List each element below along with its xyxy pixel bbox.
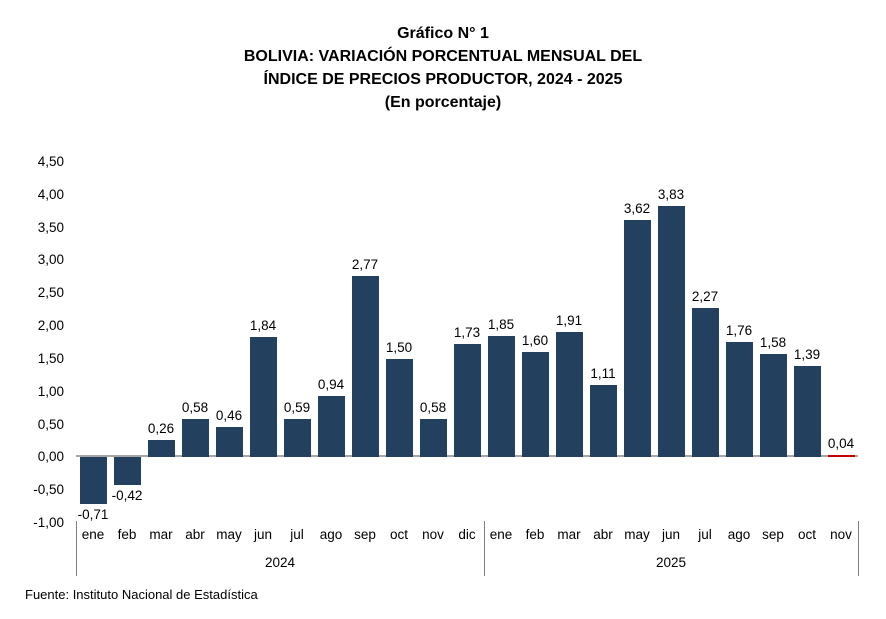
- month-axis-label: feb: [117, 527, 137, 542]
- month-axis-label: dic: [458, 527, 476, 542]
- month-axis-label: jun: [253, 527, 272, 542]
- bar-value-label: -0,71: [77, 506, 109, 522]
- bar: [657, 205, 685, 458]
- bar: [351, 275, 379, 458]
- bar: [385, 358, 413, 458]
- month-axis-label: abr: [593, 527, 613, 542]
- bar: [249, 336, 277, 458]
- y-axis-tick-label: 2,50: [37, 285, 64, 301]
- y-axis-tick-label: 4,00: [37, 186, 64, 202]
- bar-value-label: -0,42: [111, 487, 143, 503]
- bar: [725, 341, 753, 458]
- month-axis-label: mar: [149, 527, 173, 542]
- bar-value-label: 3,83: [657, 186, 685, 202]
- chart-title-line2: BOLIVIA: VARIACIÓN PORCENTUAL MENSUAL DE…: [243, 48, 643, 65]
- chart-title-line4: (En porcentaje): [384, 94, 502, 111]
- month-axis-label: abr: [185, 527, 205, 542]
- y-axis-tick-label: 0,50: [37, 416, 64, 432]
- y-axis-tick-label: -0,50: [33, 482, 64, 498]
- chart-title-line1: Gráfico N° 1: [397, 25, 489, 42]
- bar-value-label: 1,39: [793, 347, 821, 363]
- month-axis-label: ene: [81, 527, 105, 542]
- bar-value-label: 0,04: [827, 435, 855, 451]
- bar: [113, 457, 141, 485]
- month-axis-label: oct: [389, 527, 408, 542]
- month-axis-label: ago: [727, 527, 751, 542]
- bar: [453, 343, 481, 458]
- month-axis-label: ago: [319, 527, 343, 542]
- year-separator-line: [76, 521, 77, 576]
- bar-value-label: 1,58: [759, 334, 787, 350]
- chart-title-line3: ÍNDICE DE PRECIOS PRODUCTOR, 2024 - 2025: [263, 71, 623, 88]
- y-axis-tick-label: 3,50: [37, 219, 64, 235]
- bar: [793, 366, 821, 458]
- year-separator-line: [858, 521, 859, 576]
- source-note: Fuente: Instituto Nacional de Estadístic…: [25, 587, 258, 602]
- month-axis-label: sep: [354, 527, 376, 542]
- bar: [521, 352, 549, 458]
- year-axis-label: 2025: [655, 555, 687, 570]
- bar: [181, 419, 209, 458]
- month-axis-label: jul: [290, 527, 304, 542]
- chart-title: Gráfico N° 1 BOLIVIA: VARIACIÓN PORCENTU…: [0, 22, 886, 114]
- bar: [215, 427, 243, 458]
- bar: [623, 219, 651, 458]
- bar-value-label: 2,77: [351, 256, 379, 272]
- bar-value-label: 0,58: [181, 400, 209, 416]
- bar: [419, 419, 447, 458]
- month-axis-label: nov: [422, 527, 444, 542]
- y-axis-tick-label: -1,00: [33, 515, 64, 530]
- bar: [283, 418, 311, 458]
- bar-value-label: 0,94: [317, 376, 345, 392]
- bar-value-label: 1,73: [453, 324, 481, 340]
- bar-value-label: 2,27: [691, 289, 719, 305]
- month-axis-label: sep: [762, 527, 784, 542]
- bar: [827, 454, 855, 458]
- month-axis-label: mar: [557, 527, 581, 542]
- month-axis-label: jun: [661, 527, 680, 542]
- bar: [555, 331, 583, 458]
- bar-value-label: 1,50: [385, 339, 413, 355]
- month-axis-label: may: [216, 527, 242, 542]
- bar-value-label: 1,85: [487, 316, 515, 332]
- month-axis-label: jul: [698, 527, 712, 542]
- bar: [317, 395, 345, 458]
- month-axis-label: ene: [489, 527, 513, 542]
- y-axis-tick-label: 4,50: [37, 154, 64, 169]
- year-separator-line: [484, 521, 485, 576]
- bar-value-label: 0,26: [147, 421, 175, 437]
- bar: [759, 353, 787, 458]
- y-axis-tick-label: 3,00: [37, 252, 64, 268]
- month-axis-label: nov: [830, 527, 852, 542]
- bar-value-label: 1,60: [521, 333, 549, 349]
- bar-value-label: 0,59: [283, 399, 311, 415]
- bar: [79, 457, 107, 504]
- month-axis-label: may: [624, 527, 650, 542]
- bar: [691, 308, 719, 458]
- y-axis-tick-label: 2,00: [37, 318, 64, 334]
- month-axis-label: oct: [797, 527, 816, 542]
- bar: [147, 440, 175, 458]
- bar-value-label: 1,76: [725, 322, 753, 338]
- bar-value-label: 0,58: [419, 400, 447, 416]
- bar: [487, 335, 515, 458]
- year-axis-label: 2024: [264, 555, 296, 570]
- y-axis-tick-label: 1,50: [37, 350, 64, 366]
- bar-value-label: 1,91: [555, 312, 583, 328]
- bar-value-label: 1,11: [590, 365, 616, 381]
- bar-value-label: 1,84: [249, 317, 277, 333]
- bar-value-label: 3,62: [623, 200, 651, 216]
- y-axis-tick-label: 1,00: [37, 383, 64, 399]
- bar-value-label: 0,46: [215, 408, 243, 424]
- month-axis-label: feb: [525, 527, 545, 542]
- y-axis-tick-label: 0,00: [37, 449, 64, 465]
- bar: [589, 384, 617, 458]
